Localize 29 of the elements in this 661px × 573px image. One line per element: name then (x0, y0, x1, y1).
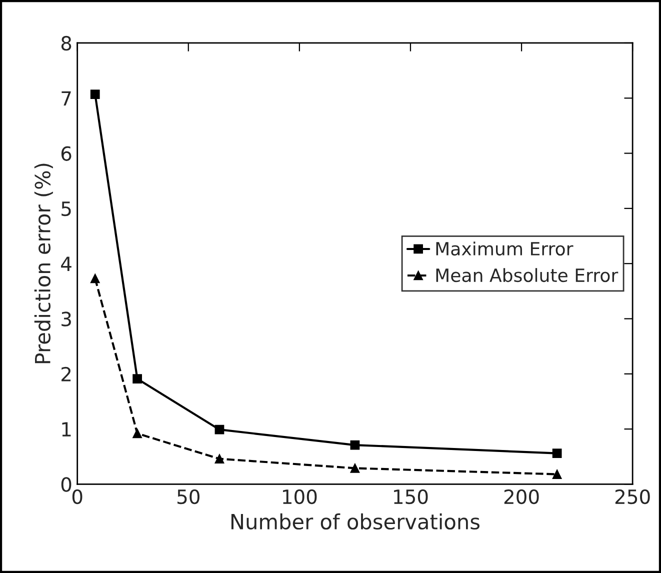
y-tick-label: 1 (62, 422, 71, 436)
y-tick-label: 2 (62, 366, 71, 382)
y-tick-label: 0 (61, 477, 72, 492)
point (90, 90, 100, 99)
x-tick-label: 150 (394, 489, 428, 504)
legend-label: Maximum Error (436, 242, 574, 256)
point (132, 374, 142, 384)
x-tick-label: 0 (72, 489, 82, 504)
point (90, 274, 100, 284)
y-axis-title: Prediction error (%) (34, 164, 53, 364)
point (350, 464, 360, 473)
x-tick-label: 50 (178, 489, 200, 504)
point (132, 428, 142, 438)
y-tick-label: 8 (61, 36, 72, 51)
y-tick-label: 7 (62, 91, 71, 106)
point (552, 470, 562, 479)
y-tick-label: 6 (61, 146, 72, 161)
point (350, 440, 360, 450)
point (214, 454, 224, 464)
point (214, 424, 224, 434)
y-tick-label: 3 (62, 312, 71, 326)
y-tick-label: 4 (61, 256, 72, 271)
x-tick-label: 100 (283, 489, 317, 504)
y-tick-label: 5 (62, 202, 71, 216)
point (552, 448, 562, 458)
legend-label: Mean Absolute Error (436, 268, 618, 282)
x-tick-label: 200 (504, 489, 539, 504)
x-axis-title: Number of observations (231, 513, 480, 530)
x-tick-label: 250 (615, 489, 650, 504)
